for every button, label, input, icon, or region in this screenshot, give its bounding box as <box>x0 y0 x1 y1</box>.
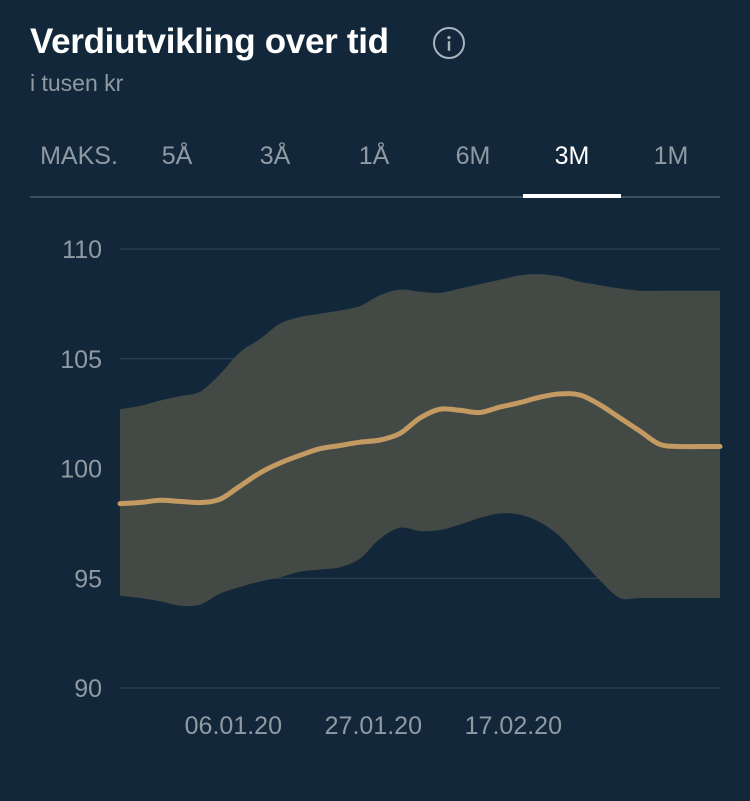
tab-3y[interactable]: 3Å <box>226 132 324 196</box>
tab-1m[interactable]: 1M <box>622 132 720 196</box>
y-tick-label: 105 <box>60 346 102 374</box>
tab-label: 5Å <box>161 142 193 170</box>
unit-subtitle: i tusen kr <box>30 70 124 96</box>
x-axis-ticks: 06.01.20 27.01.20 17.02.20 <box>185 712 562 740</box>
period-tabs: MAKS. 5Å 3Å 1Å 6M 3M 1M <box>30 132 720 198</box>
y-tick-label: 110 <box>62 236 102 264</box>
confidence-band <box>120 274 720 607</box>
tab-label: 6M <box>455 142 491 170</box>
value-series-line <box>117 391 723 507</box>
tab-3m[interactable]: 3M <box>523 132 621 198</box>
tab-6m[interactable]: 6M <box>424 132 522 196</box>
y-tick-label: 90 <box>74 675 102 703</box>
tab-label: 3Å <box>259 142 291 170</box>
tab-max[interactable]: MAKS. <box>30 132 128 196</box>
tab-label: 1Å <box>358 142 390 170</box>
tab-label: MAKS. <box>40 142 118 170</box>
page-title: Verdiutvikling over tid <box>30 22 389 61</box>
active-tab-indicator <box>523 194 621 198</box>
y-tick-label: 95 <box>74 565 102 593</box>
tab-5y[interactable]: 5Å <box>128 132 226 196</box>
x-tick-label: 06.01.20 <box>185 712 282 740</box>
y-axis-ticks: 110 105 100 95 90 <box>60 236 102 703</box>
line-layer <box>117 391 723 507</box>
x-tick-label: 17.02.20 <box>465 712 562 740</box>
tab-label: 3M <box>554 142 590 170</box>
tab-1y[interactable]: 1Å <box>325 132 423 196</box>
x-tick-label: 27.01.20 <box>325 712 422 740</box>
y-tick-label: 100 <box>60 456 102 484</box>
band-layer <box>120 274 720 607</box>
tab-label: 1M <box>653 142 689 170</box>
info-icon[interactable] <box>433 27 465 59</box>
